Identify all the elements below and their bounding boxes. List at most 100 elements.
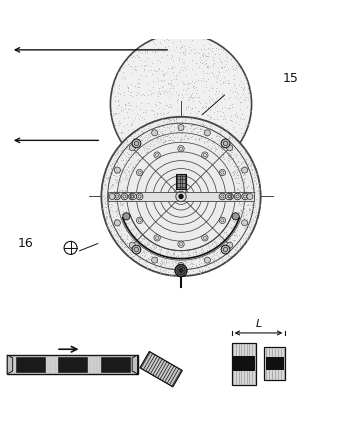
Point — [207, 254, 213, 261]
Point — [141, 236, 147, 243]
Point — [168, 123, 174, 130]
Point — [206, 92, 211, 99]
Point — [217, 241, 223, 248]
Point — [180, 119, 186, 126]
Point — [150, 126, 155, 133]
Point — [100, 178, 106, 185]
Point — [188, 47, 193, 54]
Point — [186, 94, 192, 101]
Point — [226, 150, 232, 157]
Point — [230, 135, 236, 142]
Point — [256, 201, 262, 208]
Point — [125, 137, 130, 144]
Point — [164, 120, 170, 127]
Point — [178, 133, 184, 140]
Point — [247, 157, 253, 164]
Point — [132, 114, 138, 121]
Point — [123, 227, 129, 234]
Point — [181, 81, 186, 88]
Point — [197, 145, 202, 152]
Point — [103, 216, 109, 223]
Point — [237, 164, 243, 171]
Point — [144, 140, 150, 147]
Point — [236, 246, 242, 253]
Point — [216, 238, 222, 246]
Point — [166, 158, 172, 165]
Point — [164, 102, 169, 109]
Text: 15: 15 — [282, 72, 298, 85]
Point — [248, 95, 253, 103]
Point — [161, 256, 167, 263]
Point — [231, 142, 236, 149]
Point — [224, 135, 230, 142]
Point — [249, 167, 255, 174]
Point — [199, 59, 205, 66]
Point — [156, 158, 161, 165]
Point — [121, 163, 127, 170]
Point — [226, 231, 232, 238]
Point — [179, 135, 185, 142]
Point — [235, 185, 241, 192]
Point — [173, 268, 178, 275]
Point — [205, 160, 211, 167]
Point — [169, 259, 175, 266]
Point — [112, 176, 118, 183]
Point — [169, 65, 175, 72]
Point — [205, 118, 210, 125]
Point — [106, 194, 112, 202]
Point — [205, 254, 211, 261]
Point — [117, 165, 123, 172]
Point — [108, 182, 114, 189]
Point — [193, 83, 199, 90]
Point — [103, 182, 109, 189]
Point — [104, 221, 110, 228]
Point — [141, 62, 147, 70]
Point — [201, 118, 207, 125]
Point — [172, 271, 177, 278]
Point — [192, 135, 198, 142]
Point — [218, 261, 224, 268]
Point — [232, 136, 238, 143]
Point — [144, 107, 150, 114]
Point — [166, 264, 172, 271]
Point — [151, 141, 157, 148]
Point — [121, 207, 126, 214]
Point — [190, 94, 196, 101]
Point — [136, 240, 142, 247]
Point — [193, 77, 199, 84]
Point — [189, 114, 195, 121]
Point — [189, 125, 194, 132]
Circle shape — [178, 241, 184, 247]
Point — [202, 261, 208, 268]
Point — [180, 265, 185, 272]
Point — [126, 99, 131, 106]
Point — [181, 132, 187, 139]
Point — [189, 132, 195, 139]
Point — [189, 147, 195, 154]
Point — [108, 174, 113, 181]
Point — [217, 76, 223, 83]
Point — [114, 164, 120, 171]
Point — [104, 203, 110, 210]
Point — [237, 147, 243, 154]
Point — [135, 84, 141, 91]
Point — [115, 240, 121, 247]
Point — [138, 43, 144, 50]
Point — [219, 143, 225, 150]
Point — [182, 52, 188, 59]
Point — [178, 136, 184, 143]
Point — [116, 175, 122, 182]
Point — [111, 81, 117, 88]
Point — [244, 158, 249, 165]
Point — [209, 95, 215, 103]
Point — [231, 236, 237, 243]
Point — [117, 67, 123, 74]
Point — [231, 155, 236, 162]
Point — [141, 146, 147, 153]
Point — [141, 146, 147, 153]
Point — [207, 257, 213, 264]
Point — [169, 31, 175, 38]
Point — [203, 62, 209, 70]
Point — [119, 231, 125, 238]
Point — [114, 187, 120, 194]
